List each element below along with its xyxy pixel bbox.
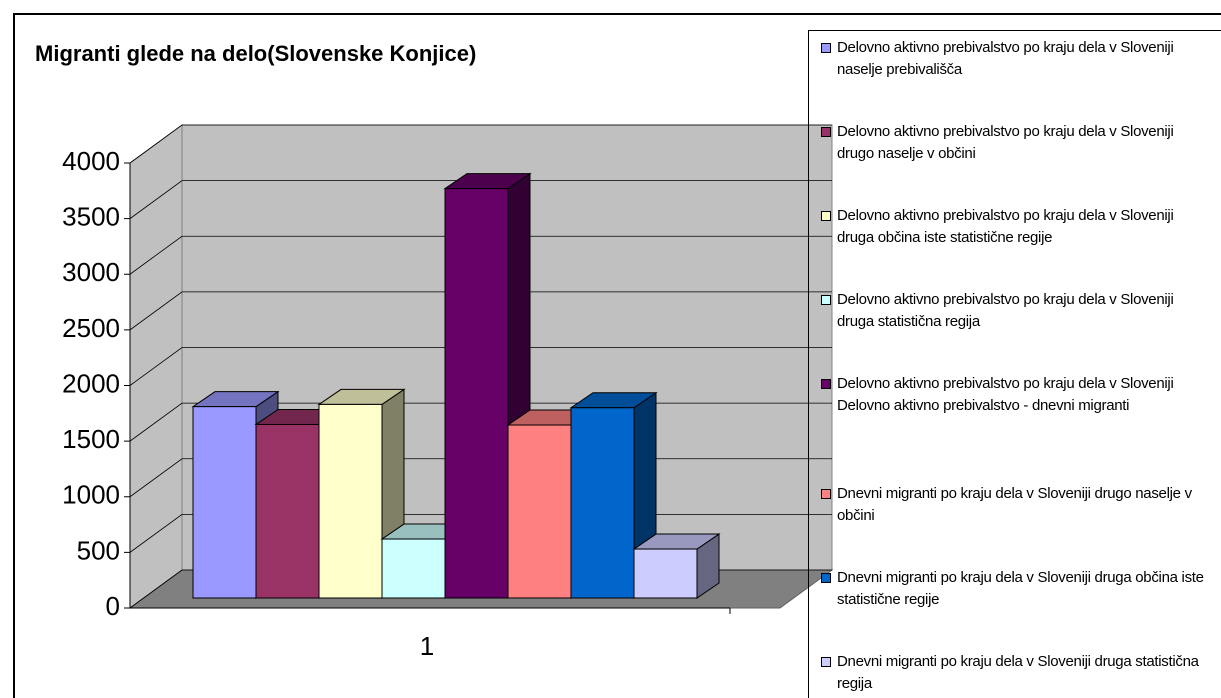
legend-entry: Dnevni migranti po kraju dela v Slovenij… [821, 567, 1211, 611]
bar [507, 424, 572, 599]
bar [318, 403, 383, 599]
legend: Delovno aktivno prebivalstvo po kraju de… [808, 30, 1221, 698]
y-tick-label: 2000 [62, 368, 120, 398]
legend-swatch [821, 379, 831, 389]
y-tick-label: 0 [106, 591, 120, 621]
legend-entry: Delovno aktivno prebivalstvo po kraju de… [821, 289, 1211, 333]
y-tick-label: 2500 [62, 313, 120, 343]
legend-entry: Dnevni migranti po kraju dela v Slovenij… [821, 483, 1211, 527]
grid-line [129, 124, 832, 164]
y-tick-label: 1000 [62, 480, 120, 510]
legend-label: Dnevni migranti po kraju dela v Slovenij… [837, 569, 1204, 608]
y-tick-label: 1500 [62, 424, 120, 454]
legend-label: Delovno aktivno prebivalstvo po kraju de… [837, 291, 1174, 330]
legend-swatch [821, 657, 831, 667]
legend-entry: Delovno aktivno prebivalstvo po kraju de… [821, 121, 1211, 165]
bar [570, 407, 635, 599]
legend-label: Delovno aktivno prebivalstvo po kraju de… [837, 207, 1174, 246]
legend-label: Dnevni migranti po kraju dela v Slovenij… [837, 485, 1192, 524]
x-tick-label: 1 [420, 631, 434, 661]
bar [633, 548, 698, 599]
y-tick-label: 500 [77, 535, 120, 565]
y-tick-label: 4000 [62, 146, 120, 176]
legend-entry: Delovno aktivno prebivalstvo po kraju de… [821, 37, 1211, 81]
bar [381, 538, 446, 599]
y-tick-label: 3500 [62, 202, 120, 232]
bar [192, 406, 257, 599]
grid-line [129, 291, 832, 331]
legend-swatch [821, 127, 831, 137]
legend-entry: Delovno aktivno prebivalstvo po kraju de… [821, 205, 1211, 249]
frame [13, 13, 1221, 698]
grid-line [129, 347, 832, 386]
legend-swatch [821, 43, 831, 53]
legend-label: Delovno aktivno prebivalstvo po kraju de… [837, 375, 1174, 414]
legend-swatch [821, 573, 831, 583]
grid-line [129, 235, 832, 275]
legend-swatch [821, 295, 831, 305]
grid-line [129, 180, 832, 219]
legend-swatch [821, 211, 831, 221]
bar [444, 188, 509, 599]
y-tick-label: 3000 [62, 257, 120, 287]
chart-title: Migranti glede na delo(Slovenske Konjice… [35, 41, 476, 66]
legend-label: Delovno aktivno prebivalstvo po kraju de… [837, 39, 1174, 78]
legend-label: Delovno aktivno prebivalstvo po kraju de… [837, 123, 1174, 162]
legend-entry: Delovno aktivno prebivalstvo po kraju de… [821, 373, 1211, 417]
legend-entry: Dnevni migranti po kraju dela v Slovenij… [821, 651, 1211, 695]
bar [255, 423, 320, 599]
legend-swatch [821, 489, 831, 499]
legend-label: Dnevni migranti po kraju dela v Slovenij… [837, 653, 1199, 692]
